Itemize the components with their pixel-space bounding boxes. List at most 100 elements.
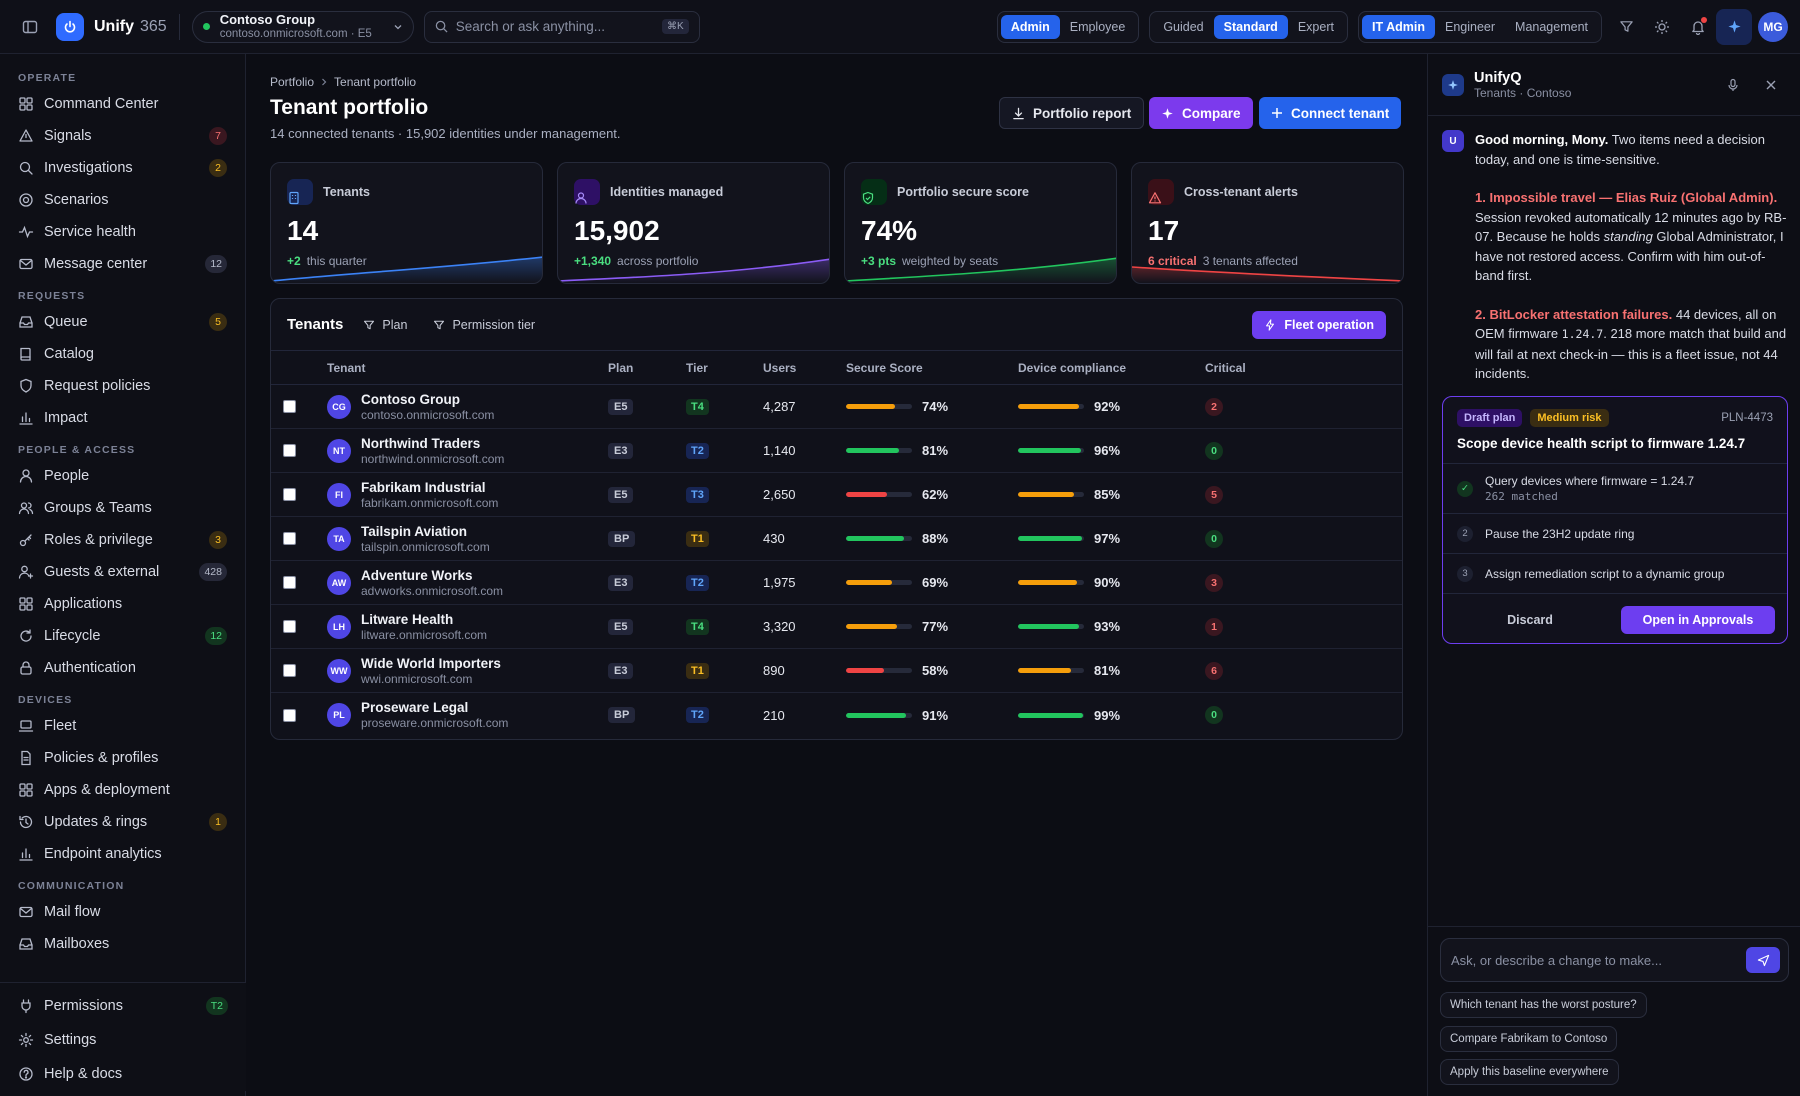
tenant-avatar: CG (327, 394, 351, 419)
table-row[interactable]: NT Northwind Traders northwind.onmicrosoft… (271, 429, 1402, 473)
sidebar-item-service-health[interactable]: Service health (0, 216, 245, 248)
role-it-admin[interactable]: IT Admin (1361, 14, 1435, 39)
sidebar-item-mail-flow[interactable]: Mail flow (0, 896, 245, 928)
sidebar-item-endpoint-analytics[interactable]: Endpoint analytics (0, 838, 245, 870)
sidebar-item-catalog[interactable]: Catalog (0, 338, 245, 370)
item-1-text-a: Session revoked automatically 12 minutes… (1475, 209, 1787, 245)
tenant-switcher[interactable]: Contoso Group contoso.onmicrosoft.com · … (191, 10, 414, 43)
kpi-card-identities[interactable]: Identities managed 15,902 +1,340 across p… (557, 162, 830, 284)
users-count: 430 (763, 531, 785, 546)
close-button[interactable] (1756, 70, 1786, 100)
search-input[interactable]: Search or ask anything... ⌘K (423, 10, 700, 43)
row-checkbox[interactable] (283, 620, 296, 633)
density-guided[interactable]: Guided (1163, 19, 1204, 34)
suggestion-chip[interactable]: Which tenant has the worst posture? (1440, 992, 1647, 1018)
filter-permission-tier[interactable]: Permission tier (433, 318, 535, 332)
sidebar-item-request-policies[interactable]: Request policies (0, 370, 245, 402)
mode-admin[interactable]: Admin (1000, 14, 1060, 39)
col-device-compliance[interactable]: Device compliance (1018, 360, 1127, 375)
breadcrumb-portfolio[interactable]: Portfolio (270, 75, 315, 89)
col-tier[interactable]: Tier (686, 360, 708, 375)
tenant-name[interactable]: Tailspin Aviation (361, 523, 468, 539)
tenant-name[interactable]: Adventure Works (361, 567, 473, 583)
sidebar-item-policies-and-profiles[interactable]: Policies & profiles (0, 742, 245, 774)
filter-plan[interactable]: Plan (363, 318, 407, 332)
sidebar-item-queue[interactable]: Queue 5 (0, 306, 245, 338)
assistant-button[interactable] (1716, 8, 1752, 45)
table-row[interactable]: CG Contoso Group contoso.onmicrosoft.com E5… (271, 385, 1402, 429)
col-secure-score[interactable]: Secure Score (846, 360, 923, 375)
row-checkbox[interactable] (283, 664, 296, 677)
sidebar-item-impact[interactable]: Impact (0, 402, 245, 434)
discard-button[interactable]: Discard (1507, 612, 1553, 627)
app-logo[interactable] (56, 12, 84, 41)
col-plan[interactable]: Plan (608, 360, 634, 375)
secure-score-value: 69% (922, 575, 949, 590)
row-checkbox[interactable] (283, 532, 296, 545)
filter-button[interactable] (1608, 9, 1644, 45)
sidebar-item-fleet[interactable]: Fleet (0, 710, 245, 742)
sidebar-item-groups-and-teams[interactable]: Groups & Teams (0, 492, 245, 524)
table-row[interactable]: AW Adventure Works advworks.onmicrosoft.co… (271, 561, 1402, 605)
sidebar-item-lifecycle[interactable]: Lifecycle 12 (0, 620, 245, 652)
sidebar-item-help-and-docs[interactable]: Help & docs (0, 1057, 246, 1091)
fleet-operation-button[interactable]: Fleet operation (1252, 310, 1386, 339)
theme-button[interactable] (1644, 9, 1680, 45)
row-checkbox[interactable] (283, 488, 296, 501)
tenant-name[interactable]: Northwind Traders (361, 435, 481, 451)
sidebar-item-investigations[interactable]: Investigations 2 (0, 152, 245, 184)
sidebar-item-updates-and-rings[interactable]: Updates & rings 1 (0, 806, 245, 838)
table-row[interactable]: LH Litware Health litware.onmicrosoft.com E… (271, 605, 1402, 649)
assistant-input[interactable]: Ask, or describe a change to make... (1440, 938, 1789, 982)
open-in-approvals-button[interactable]: Open in Approvals (1621, 605, 1775, 634)
sidebar-item-settings[interactable]: Settings (0, 1023, 246, 1057)
portfolio-report-button[interactable]: Portfolio report (999, 97, 1145, 129)
sidebar-item-mailboxes[interactable]: Mailboxes (0, 928, 245, 960)
sidebar-item-command-center[interactable]: Command Center (0, 88, 245, 120)
sidebar-item-people[interactable]: People (0, 460, 245, 492)
tenant-name[interactable]: Wide World Importers (361, 655, 501, 671)
send-button[interactable] (1746, 947, 1780, 973)
density-expert[interactable]: Expert (1297, 19, 1334, 34)
row-checkbox[interactable] (283, 400, 296, 413)
notifications-button[interactable] (1680, 9, 1716, 45)
sidebar-item-permissions[interactable]: Permissions T2 (0, 989, 246, 1023)
sidebar-item-authentication[interactable]: Authentication (0, 652, 245, 684)
kpi-card-tenants[interactable]: Tenants 14 +2 this quarter (270, 162, 543, 284)
col-critical[interactable]: Critical (1205, 360, 1246, 375)
avatar[interactable]: MG (1758, 11, 1788, 42)
role-engineer[interactable]: Engineer (1444, 19, 1496, 34)
compare-button[interactable]: Compare (1149, 97, 1253, 129)
row-checkbox[interactable] (283, 444, 296, 457)
role-management[interactable]: Management (1515, 19, 1588, 34)
suggestion-chip[interactable]: Compare Fabrikam to Contoso (1440, 1026, 1618, 1052)
row-checkbox[interactable] (283, 576, 296, 589)
kpi-card-alerts[interactable]: Cross-tenant alerts 17 6 critical 3 tenan… (1131, 162, 1404, 284)
suggestion-chip[interactable]: Apply this baseline everywhere (1440, 1059, 1619, 1085)
secure-score-bar (846, 624, 912, 629)
mic-button[interactable] (1718, 70, 1748, 100)
density-standard[interactable]: Standard (1213, 14, 1288, 39)
tenant-name[interactable]: Litware Health (361, 611, 454, 627)
tenant-name[interactable]: Fabrikam Industrial (361, 479, 486, 495)
sidebar-item-scenarios[interactable]: Scenarios (0, 184, 245, 216)
table-row[interactable]: PL Proseware Legal proseware.onmicrosoft.c… (271, 693, 1402, 737)
sidebar-item-message-center[interactable]: Message center 12 (0, 248, 245, 280)
table-row[interactable]: FI Fabrikam Industrial fabrikam.onmicrosof… (271, 473, 1402, 517)
col-users[interactable]: Users (763, 360, 797, 375)
sidebar-item-apps-and-deployment[interactable]: Apps & deployment (0, 774, 245, 806)
tenant-name[interactable]: Proseware Legal (361, 700, 469, 715)
col-tenant[interactable]: Tenant (327, 360, 366, 375)
table-row[interactable]: TA Tailspin Aviation tailspin.onmicrosoft.… (271, 517, 1402, 561)
sidebar-item-guests-and-external[interactable]: Guests & external 428 (0, 556, 245, 588)
sidebar-item-applications[interactable]: Applications (0, 588, 245, 620)
kpi-card-secure-score[interactable]: Portfolio secure score 74% +3 pts weighte… (844, 162, 1117, 284)
table-row[interactable]: WW Wide World Importers wwi.onmicrosoft.co… (271, 649, 1402, 693)
row-checkbox[interactable] (283, 708, 296, 722)
sidebar-item-signals[interactable]: Signals 7 (0, 120, 245, 152)
sidebar-toggle-button[interactable] (12, 9, 48, 45)
sidebar-item-roles-and-privilege[interactable]: Roles & privilege 3 (0, 524, 245, 556)
mode-employee[interactable]: Employee (1069, 19, 1126, 34)
tenant-name[interactable]: Contoso Group (361, 391, 460, 407)
connect-tenant-button[interactable]: Connect tenant (1259, 97, 1402, 129)
